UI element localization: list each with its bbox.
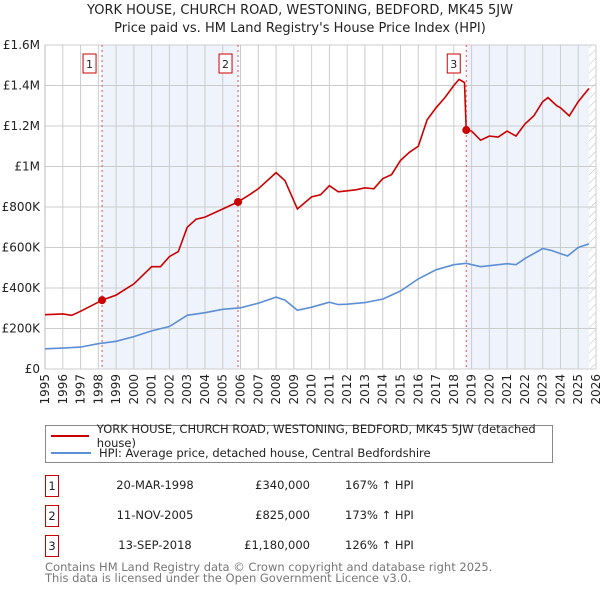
x-tick-label: 2008 (269, 374, 283, 405)
hpi-series-line (44, 243, 590, 350)
x-tick-label: 2012 (340, 374, 354, 405)
y-tick-label: £800K (2, 200, 42, 214)
legend-item-hpi: HPI: Average price, detached house, Cent… (51, 445, 431, 461)
x-tick-label: 2007 (251, 374, 265, 405)
sale-point (462, 126, 471, 135)
x-tick-label: 2016 (411, 374, 425, 405)
sale-date: 13-SEP-2018 (118, 538, 192, 552)
x-tick-label: 2015 (393, 374, 407, 405)
chart-title: YORK HOUSE, CHURCH ROAD, WESTONING, BEDF… (87, 3, 513, 18)
x-tick-label: 1999 (109, 374, 123, 405)
x-tick-label: 2022 (518, 374, 532, 405)
sale-badge: 3 (45, 535, 59, 557)
x-tick-label: 2002 (162, 374, 176, 405)
x-tick-label: 2003 (180, 374, 194, 405)
footer-licence: This data is licensed under the Open Gov… (45, 571, 412, 585)
x-tick-label: 2011 (322, 374, 336, 405)
x-tick-label: 2020 (482, 374, 496, 405)
sale-badge: 1 (45, 475, 59, 497)
price-series-line (44, 78, 590, 317)
x-tick-label: 2010 (305, 374, 319, 405)
x-tick-label: 2024 (553, 374, 567, 405)
sale-label-box (446, 53, 461, 74)
sale-label: 2 (222, 58, 229, 71)
legend-item-property: YORK HOUSE, CHURCH ROAD, WESTONING, BEDF… (51, 422, 552, 450)
footer-copyright: Contains HM Land Registry data © Crown c… (45, 560, 493, 574)
y-tick-label: £600K (2, 241, 42, 255)
legend-swatch-blue (51, 452, 91, 454)
x-tick-label: 2014 (376, 374, 390, 405)
x-tick-label: 2017 (429, 374, 443, 405)
sale-hpi: 173% ↑ HPI (345, 508, 414, 522)
x-tick-label: 2006 (234, 374, 248, 405)
sale-label: 1 (86, 58, 93, 71)
sale-price: £825,000 (255, 508, 310, 522)
x-tick-label: 2009 (287, 374, 301, 405)
legend: YORK HOUSE, CHURCH ROAD, WESTONING, BEDF… (45, 422, 553, 463)
x-tick-label: 2018 (447, 374, 461, 405)
y-tick-label: £1.6M (3, 38, 40, 52)
y-tick-label: £400K (2, 281, 42, 295)
sale-date: 20-MAR-1998 (116, 478, 194, 492)
plot-area: 1995 1996 1997 1998 1999 2000 2001 2002 2003 2004… (2, 38, 600, 405)
x-tick-label: 2001 (145, 374, 159, 405)
x-tick-label: 2004 (198, 374, 212, 405)
y-tick-label: £0 (25, 362, 40, 376)
sale-point (98, 296, 107, 305)
x-tick-label: 1995 (38, 374, 52, 405)
sale-hpi: 167% ↑ HPI (345, 478, 414, 492)
x-tick-label: 2025 (571, 374, 585, 405)
x-tick-label: 2005 (216, 374, 230, 405)
legend-label: HPI: Average price, detached house, Cent… (99, 446, 431, 460)
sale-price: £1,180,000 (244, 538, 310, 552)
x-tick-label: 1996 (56, 374, 70, 405)
x-tick-label: 2023 (536, 374, 550, 405)
y-tick-label: £1.4M (3, 79, 40, 93)
y-tick-label: £1.2M (3, 119, 40, 133)
sale-hpi: 126% ↑ HPI (345, 538, 414, 552)
x-tick-label: 2019 (465, 374, 479, 405)
x-tick-label: 2021 (500, 374, 514, 405)
sale-label: 3 (450, 58, 457, 71)
legend-swatch-red (51, 435, 89, 437)
sale-point (234, 197, 243, 206)
x-tick-label: 2026 (589, 374, 600, 405)
sale-price: £340,000 (255, 478, 310, 492)
x-tick-label: 1998 (91, 374, 105, 405)
y-tick-label: £1M (14, 160, 40, 174)
legend-label: YORK HOUSE, CHURCH ROAD, WESTONING, BEDF… (96, 422, 536, 450)
y-tick-label: £200K (2, 322, 42, 336)
sale-label-box (218, 53, 233, 74)
x-tick-label: 2013 (358, 374, 372, 405)
sale-label-box (82, 53, 97, 74)
sale-date: 11-NOV-2005 (116, 508, 194, 522)
chart-subtitle: Price paid vs. HM Land Registry's House … (114, 21, 486, 36)
x-tick-label: 2000 (127, 374, 141, 405)
x-tick-label: 1997 (74, 374, 88, 405)
sale-badge: 2 (45, 505, 59, 527)
